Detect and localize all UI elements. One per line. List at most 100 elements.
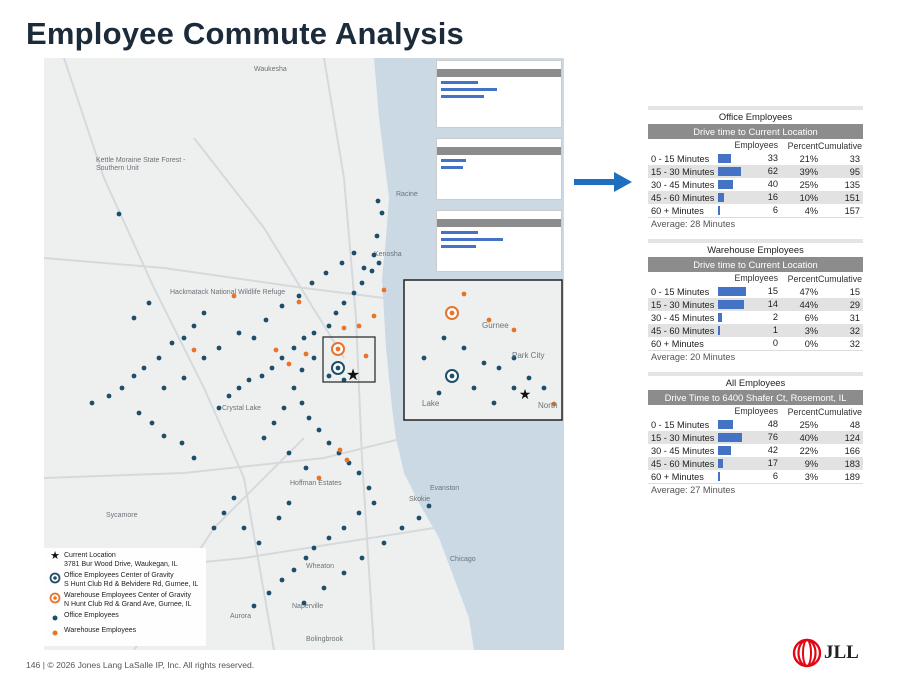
row-label: 45 - 60 Minutes [651,325,715,336]
header-cumulative: Cumulative [818,406,863,417]
percent-value: 22% [799,445,818,456]
office-dot [161,385,167,391]
office-dot-icon [46,612,64,624]
office-dot [375,198,381,204]
office-dot [149,420,155,426]
percent-value: 3% [804,325,818,336]
panel-subtitle: Drive time to Current Location [648,124,863,139]
percent-value: 9% [804,458,818,469]
office-dot [269,365,275,371]
table-row: 60 + Minutes 0 0% 32 [648,337,863,350]
inset-label: Park City [512,351,544,360]
row-label: 0 - 15 Minutes [651,153,710,164]
header-employees: Employees [734,406,778,416]
road-0 [63,58,275,650]
office-dot [339,260,345,266]
map-table-thumbnails [436,60,562,274]
inset-star-icon: ★ [519,386,532,402]
map-inset [403,279,563,421]
office-dot [271,420,277,426]
office-dot [356,510,362,516]
office-dot [291,385,297,391]
road-2 [44,437,405,479]
header-cumulative: Cumulative [818,140,863,151]
cumulative-value: 124 [844,432,860,443]
table-row: 0 - 15 Minutes 48 25% 48 [648,418,863,431]
cumulative-value: 33 [849,153,860,164]
panel-subtitle: Drive time to Current Location [648,257,863,272]
office-dot [266,590,272,596]
row-label: 60 + Minutes [651,338,704,349]
office-dot [286,450,292,456]
office-dot [106,393,112,399]
office-dot [181,375,187,381]
employees-cell: 62 [718,165,780,178]
warehouse-dot [286,361,292,367]
stats-panel: Office Employees Drive time to Current Lo… [648,106,863,230]
office-dot [421,355,427,361]
office-dot [191,455,197,461]
office-dot [146,300,152,306]
employees-bar [718,313,722,322]
office-dot [374,233,380,239]
panel-title: Warehouse Employees [648,239,863,257]
commute-stats: Office Employees Drive time to Current Lo… [648,106,863,505]
office-dot [359,555,365,561]
office-dot [261,435,267,441]
employees-value: 76 [767,432,778,442]
warehouse-dot [551,401,557,407]
office-dot [366,485,372,491]
table-header: Employees Percent Cumulative [648,405,863,418]
office-dot [326,535,332,541]
row-label: 0 - 15 Minutes [651,419,710,430]
employees-value: 2 [772,312,778,322]
office-dot [371,252,377,258]
percent-value: 21% [799,153,818,164]
office-dot [309,280,315,286]
office-dot [286,500,292,506]
employees-value: 16 [767,192,778,202]
page-title: Employee Commute Analysis [26,16,464,51]
cumulative-value: 15 [849,286,860,297]
percent-value: 10% [799,192,818,203]
road-1 [44,257,385,299]
employees-value: 42 [767,445,778,455]
table-row: 45 - 60 Minutes 1 3% 32 [648,324,863,337]
employees-cell: 6 [718,204,780,217]
employees-cell: 15 [718,285,780,298]
warehouse-dot [341,325,347,331]
office-dot [291,567,297,573]
office-dot [369,268,375,274]
percent-value: 3% [804,471,818,482]
warehouse-dot [273,347,279,353]
office-dot [326,323,332,329]
office-dot [306,415,312,421]
warehouse-dot [231,293,237,299]
office-dot [161,433,167,439]
inset-label: Gurnee [482,321,509,330]
table-row: 30 - 45 Minutes 40 25% 135 [648,178,863,191]
office-dot [236,330,242,336]
legend-label: Warehouse Employees [64,627,137,634]
jll-logo: JLL [792,638,859,668]
cumulative-value: 32 [849,338,860,349]
office-dot [231,495,237,501]
office-dot [341,525,347,531]
table-row: 45 - 60 Minutes 16 10% 151 [648,191,863,204]
place-label: Aurora [230,613,251,620]
office-dot [496,365,502,371]
office-dot [259,373,265,379]
office-dot [481,360,487,366]
star-icon: ★ [346,367,360,384]
legend-label: Office Employees [64,612,119,619]
office-dot [311,330,317,336]
jll-logo-mark-icon [792,638,822,668]
employees-value: 14 [767,299,778,309]
inset-office-gravity-icon [445,369,459,383]
percent-value: 25% [799,179,818,190]
legend-item: ★ Current Location 3781 Bur Wood Drive, Wa… [46,551,202,569]
office-dot [301,600,307,606]
employees-bar [718,287,746,296]
percent-value: 4% [804,205,818,216]
office-dot [379,210,385,216]
